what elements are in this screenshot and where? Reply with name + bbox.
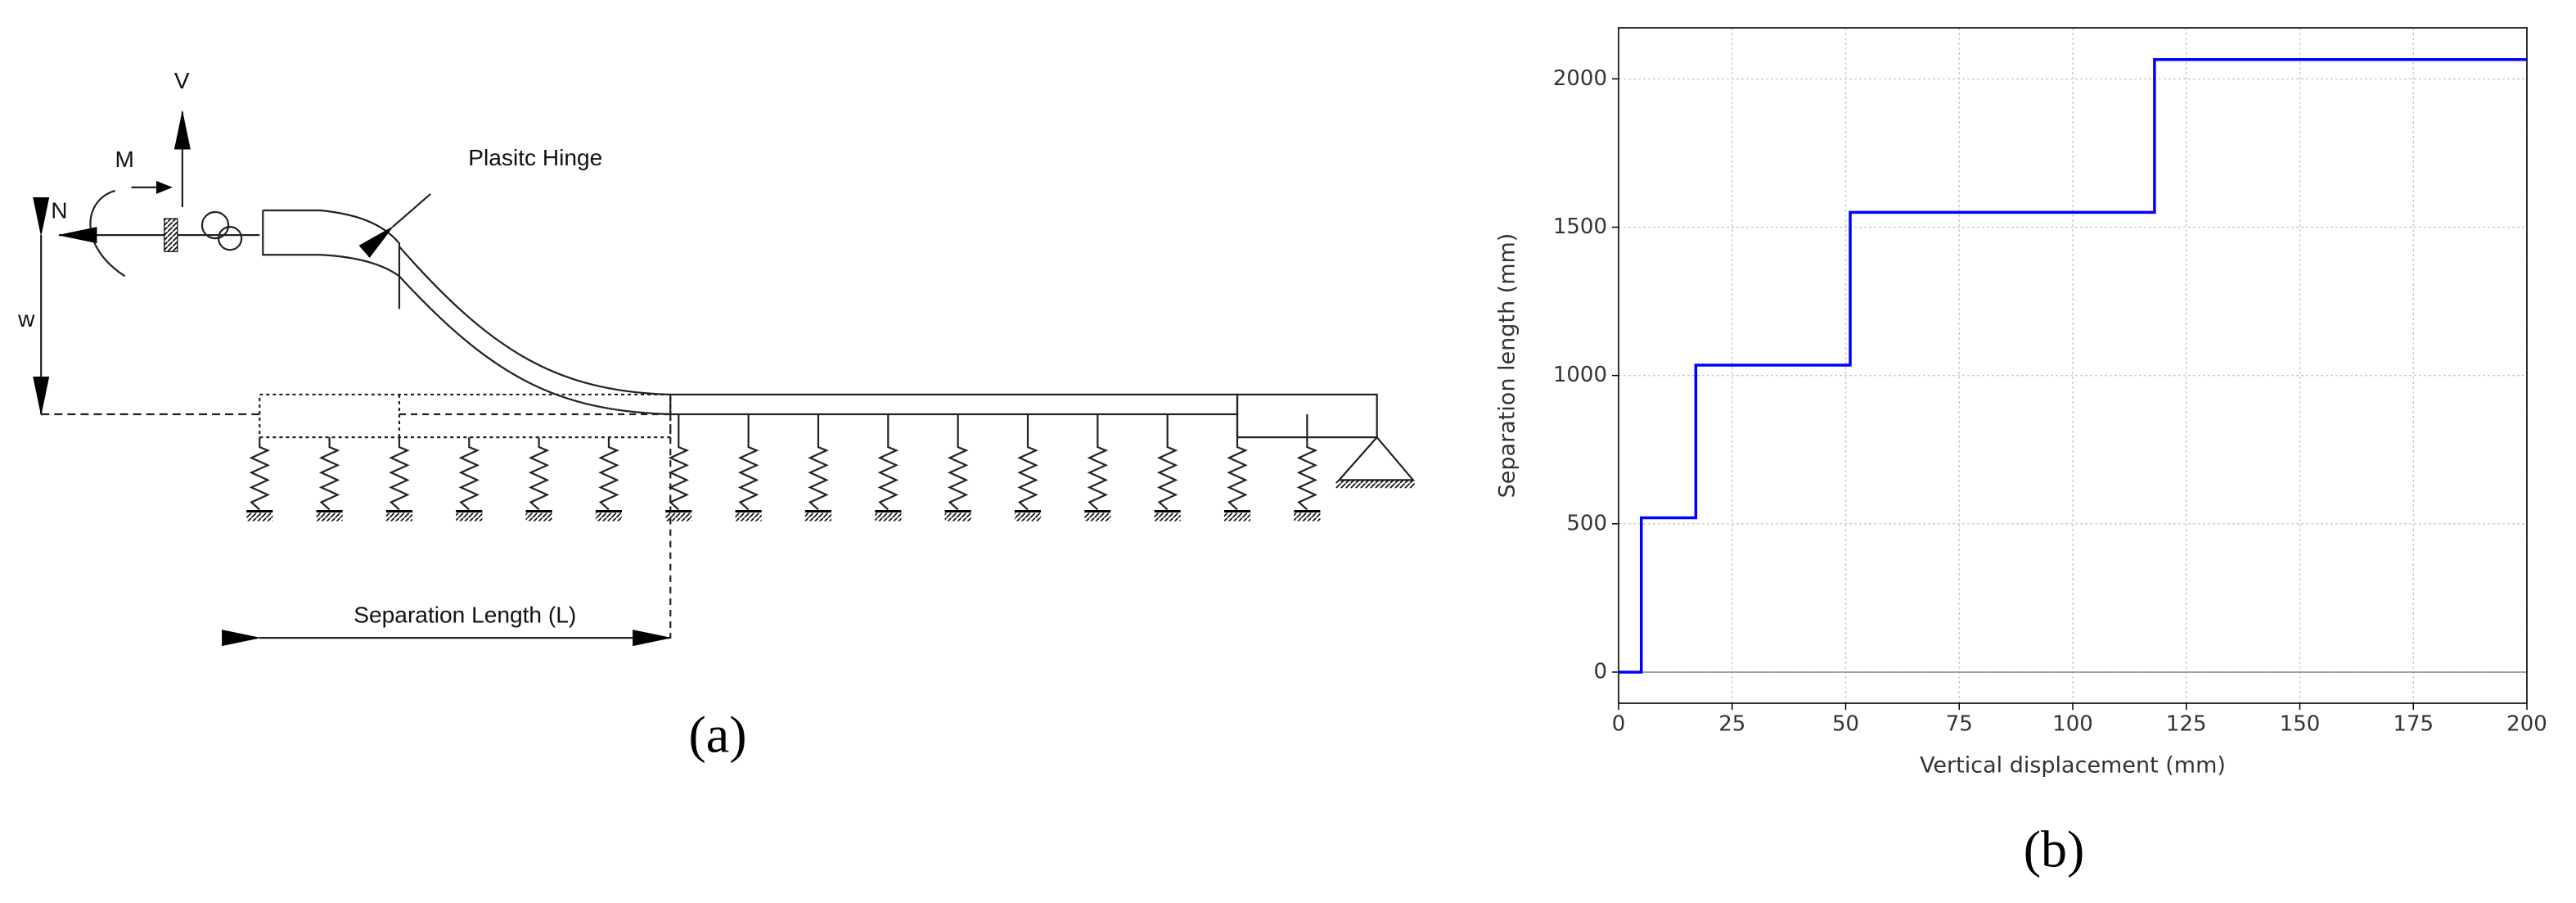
spring-ground [875, 512, 902, 521]
spring-ground [944, 512, 971, 521]
spring-ground [1294, 512, 1321, 521]
spring [389, 437, 410, 511]
x-tick-label: 50 [1832, 712, 1859, 737]
x-tick-label: 125 [2166, 712, 2207, 737]
x-tick-label: 150 [2280, 712, 2321, 737]
caption-a: (a) [688, 706, 746, 764]
spring-ground [246, 512, 273, 521]
hinge-spring [217, 225, 243, 251]
label-v: V [174, 68, 190, 93]
spring-ground [525, 512, 552, 521]
x-tick-label: 0 [1612, 712, 1626, 737]
diagram: V M N w Plasitc Hinge Separation Length … [17, 68, 1416, 647]
x-tick-label: 75 [1946, 712, 1973, 737]
spring [598, 437, 619, 511]
label-hinge: Plasitc Hinge [468, 145, 602, 170]
spring-ground [456, 512, 483, 521]
spring-ground [1223, 512, 1251, 521]
spring-ground [1014, 512, 1042, 521]
spring [1156, 414, 1178, 511]
spring [668, 414, 690, 511]
chart: 0 500 1000 1500 2000 0 25 50 75 100 125 150 175 200 Ve… [1495, 27, 2547, 779]
spring [947, 414, 969, 511]
spring [808, 414, 829, 511]
hinge-spring [200, 210, 230, 240]
spring [249, 437, 271, 511]
support [1337, 436, 1416, 481]
caption-b: (b) [2024, 820, 2085, 878]
m-curve [89, 189, 126, 278]
label-w: w [17, 306, 35, 332]
spring [1227, 414, 1248, 511]
label-m: M [115, 147, 134, 172]
original-beam [259, 393, 672, 439]
spring-ground [595, 512, 623, 521]
spring-ground [316, 512, 343, 521]
x-tick-label: 200 [2506, 712, 2547, 737]
spring [1296, 414, 1318, 511]
x-tick-label: 100 [2052, 712, 2093, 737]
spring [1087, 414, 1109, 511]
x-tick-label: 175 [2393, 712, 2434, 737]
plot-frame [1618, 27, 2528, 704]
spring-ground [804, 512, 832, 521]
springs [246, 414, 1321, 521]
spring [318, 437, 340, 511]
hinge-spring [164, 218, 178, 252]
spring-ground [1154, 512, 1181, 521]
beam-curve [399, 275, 671, 416]
support-ground [1335, 480, 1415, 489]
y-tick-label: 1000 [1553, 363, 1607, 387]
spring-ground [1084, 512, 1111, 521]
spring [458, 437, 480, 511]
x-axis-label: Vertical displacement (mm) [1920, 753, 2226, 779]
beam [669, 393, 1239, 416]
data-line [1619, 58, 2527, 674]
beam-bent [263, 209, 401, 309]
spring-ground [385, 512, 413, 521]
x-tick-label: 25 [1718, 712, 1745, 737]
label-separation: Separation Length (L) [354, 602, 576, 627]
y-axis-label: Separation length (mm) [1495, 233, 1520, 499]
label-n: N [51, 197, 67, 223]
spring [737, 414, 759, 511]
spring [877, 414, 899, 511]
spring [528, 437, 550, 511]
spring [1017, 414, 1038, 511]
spring-ground [665, 512, 692, 521]
spring-ground [735, 512, 762, 521]
y-tick-label: 500 [1566, 511, 1607, 535]
y-tick-label: 0 [1593, 659, 1607, 684]
y-tick-label: 2000 [1553, 66, 1607, 91]
hinge-pointer [358, 193, 431, 258]
beam-curve [399, 246, 671, 396]
y-tick-label: 1500 [1553, 214, 1607, 239]
beam-bent [262, 210, 400, 278]
